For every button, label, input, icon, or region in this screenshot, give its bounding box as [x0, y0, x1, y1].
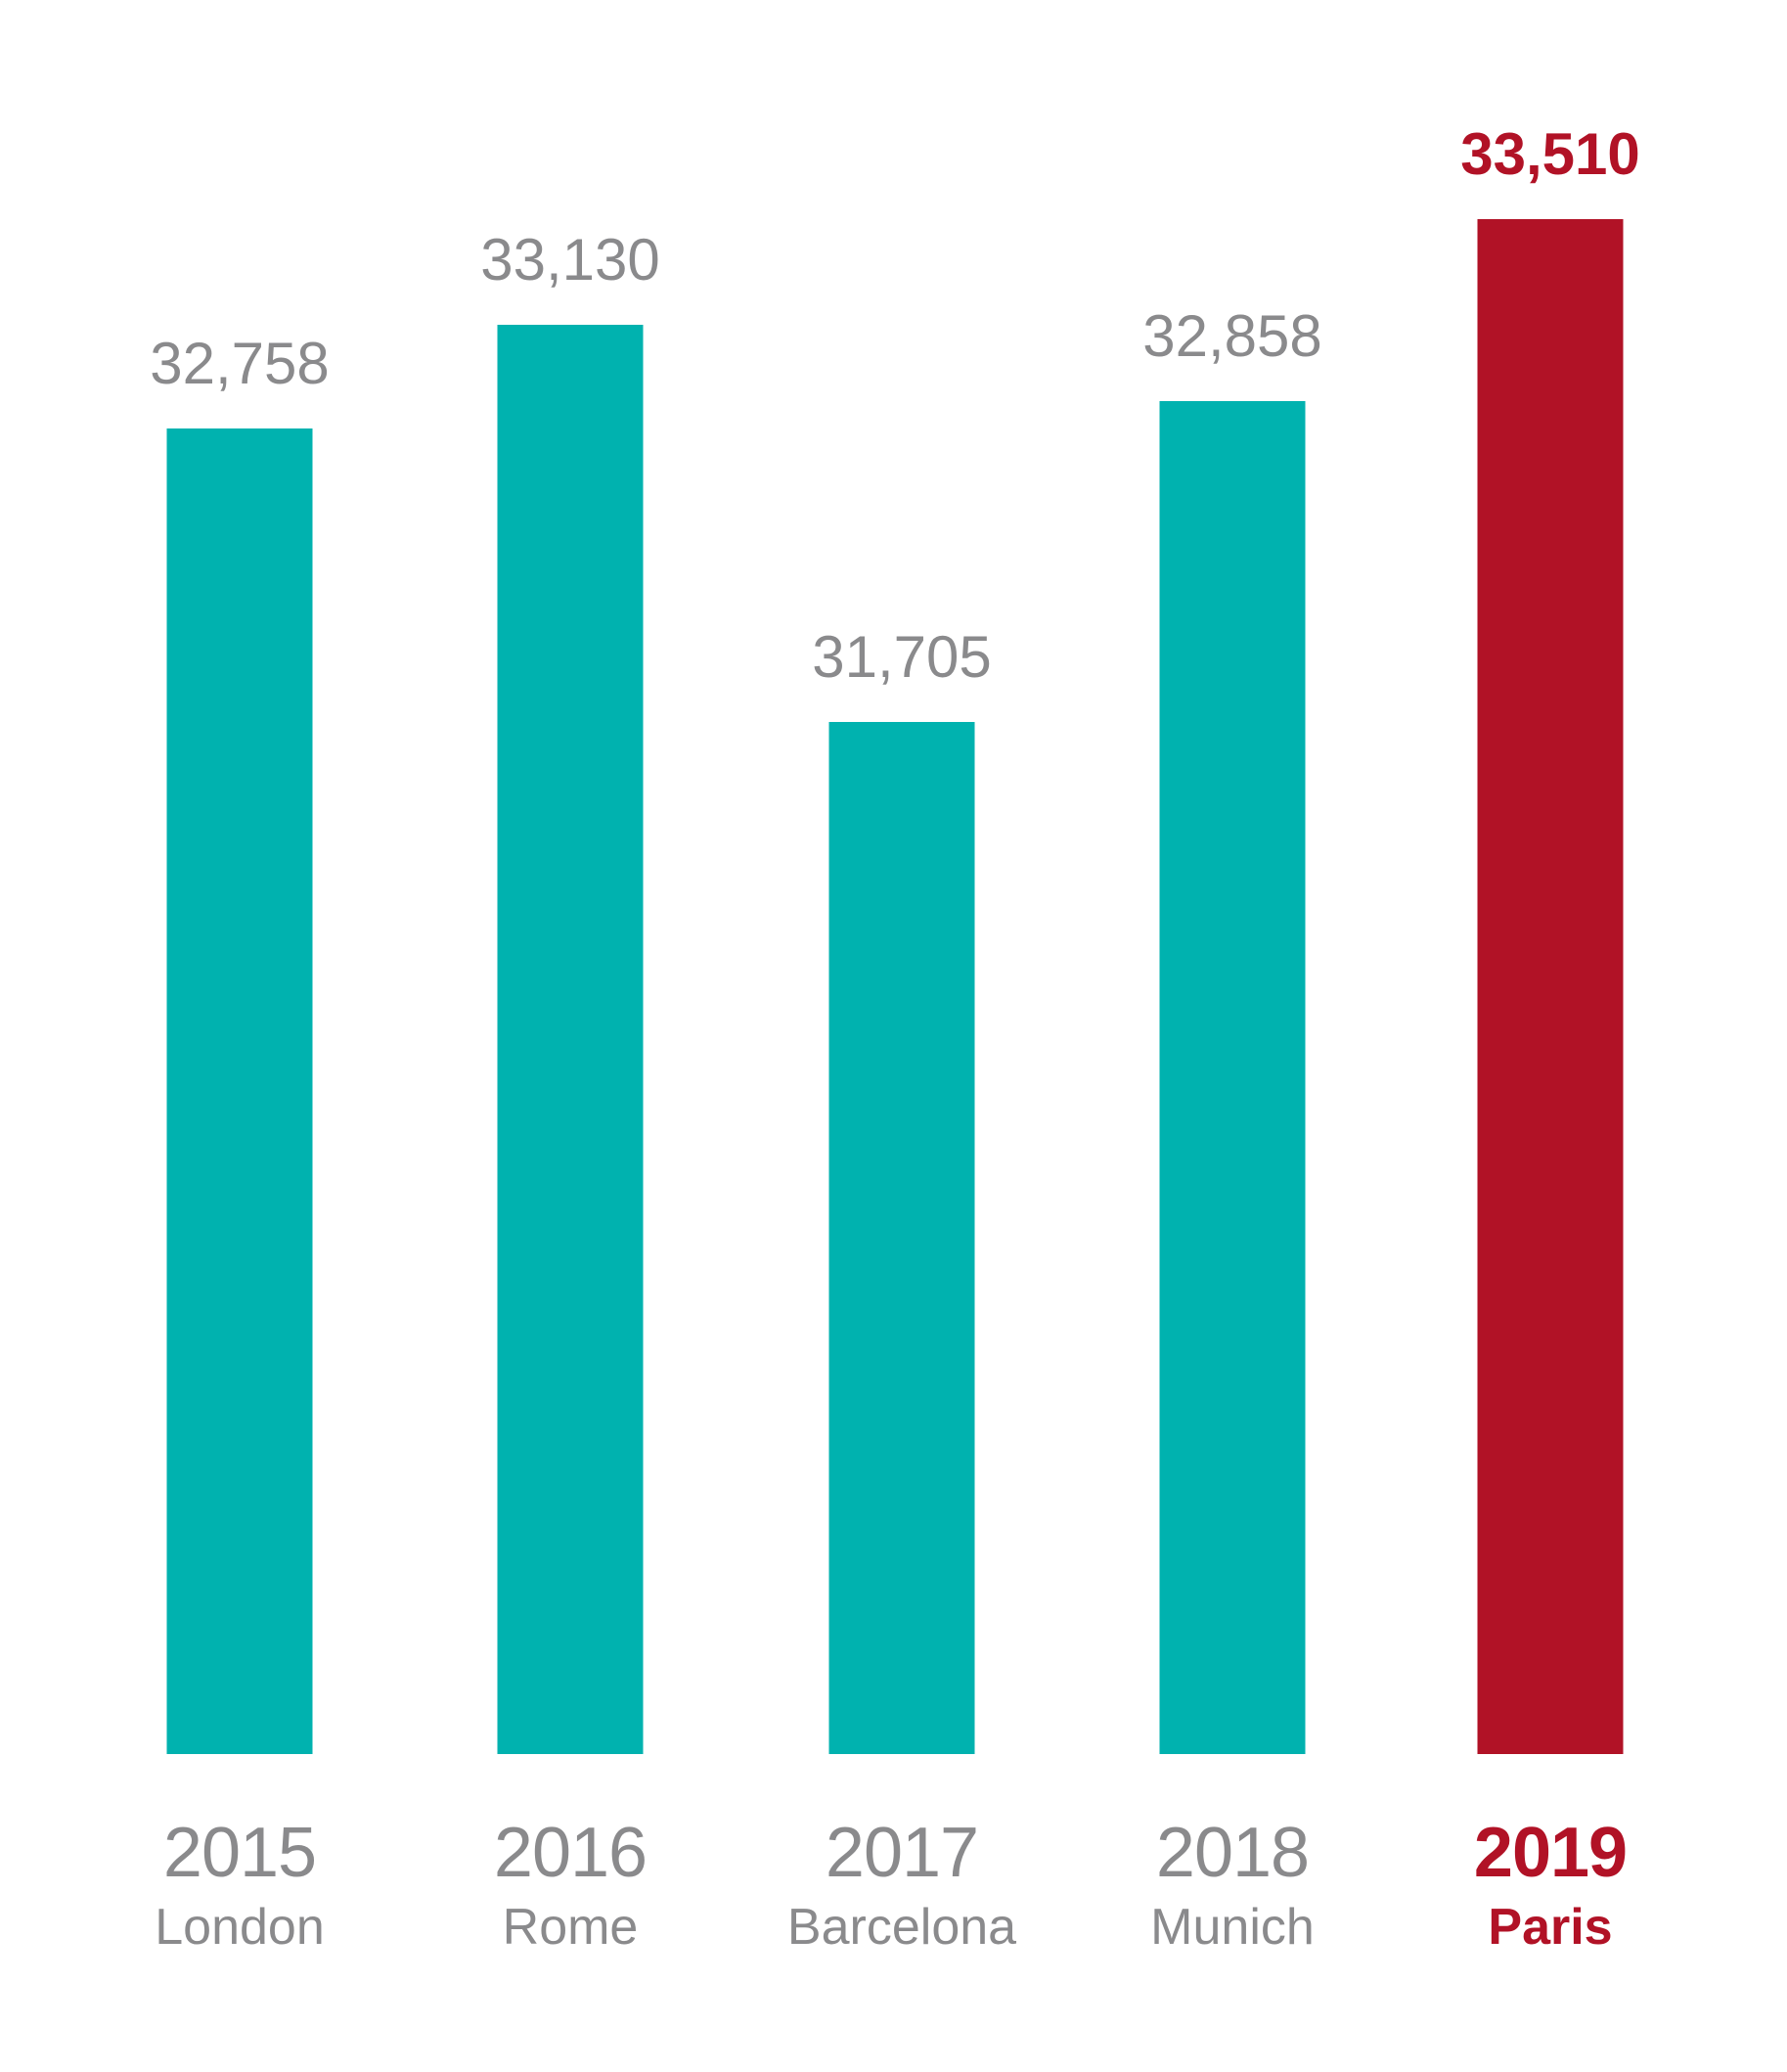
x-axis-year-label: 2016	[493, 1814, 648, 1892]
x-axis-city-label: Barcelona	[786, 1899, 1017, 1956]
bar-value-label: 31,705	[812, 624, 992, 690]
bar-column-paris: 33,510 2019 Paris	[1386, 0, 1715, 2072]
bar-paris	[1477, 219, 1624, 1754]
bar-value-label: 32,858	[1142, 303, 1322, 369]
x-axis-city-label: Rome	[502, 1899, 639, 1956]
bar-column-barcelona: 31,705 2017 Barcelona	[737, 0, 1066, 2072]
x-axis-year-label: 2015	[162, 1814, 317, 1892]
bar-value-label: 33,510	[1460, 121, 1640, 187]
bar-rome	[497, 325, 644, 1754]
bar-munich	[1159, 401, 1306, 1754]
bar-column-munich: 32,858 2018 Munich	[1068, 0, 1397, 2072]
bar-column-rome: 33,130 2016 Rome	[406, 0, 735, 2072]
x-axis-city-label: Munich	[1150, 1899, 1315, 1956]
x-axis-year-label: 2019	[1473, 1814, 1628, 1892]
x-axis-year-label: 2017	[825, 1814, 979, 1892]
bar-value-label: 32,758	[150, 331, 330, 396]
x-axis-year-label: 2018	[1155, 1814, 1310, 1892]
x-axis-city-label: London	[155, 1899, 325, 1956]
bar-value-label: 33,130	[480, 227, 660, 293]
bar-column-london: 32,758 2015 London	[75, 0, 404, 2072]
bar-barcelona	[828, 722, 975, 1754]
x-axis-city-label: Paris	[1488, 1899, 1613, 1956]
bar-london	[166, 428, 313, 1754]
